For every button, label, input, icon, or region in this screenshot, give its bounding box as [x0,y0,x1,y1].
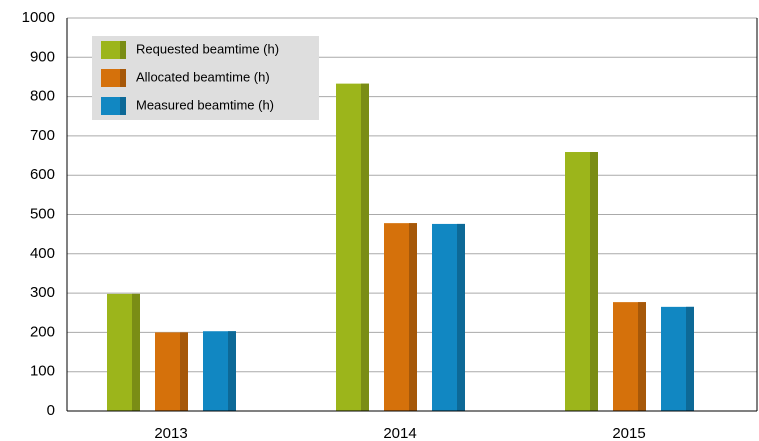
x-tick-label: 2013 [154,425,187,441]
legend-label: Requested beamtime (h) [136,41,279,56]
y-tick-label: 700 [30,127,55,144]
y-tick-label: 500 [30,205,55,222]
legend-swatch [101,41,126,59]
bar-side [228,331,236,411]
legend-swatch [101,69,126,87]
y-tick-label: 900 [30,48,55,65]
legend-swatch [101,97,126,115]
y-tick-label: 800 [30,88,55,105]
bar-side [457,223,465,411]
legend-swatch-side [120,97,126,115]
legend-box [92,36,319,120]
bar-side [686,306,694,411]
bar-side [409,223,417,411]
legend-swatch-side [120,69,126,87]
y-tick-label: 0 [47,402,55,419]
x-tick-label: 2014 [383,425,416,441]
bar-side [180,332,188,411]
legend-swatch-side [120,41,126,59]
y-tick-label: 600 [30,166,55,183]
bar-side [132,293,140,411]
y-tick-label: 100 [30,363,55,380]
bar-side [590,152,598,411]
y-tick-label: 400 [30,245,55,262]
legend-label: Measured beamtime (h) [136,97,274,112]
y-tick-label: 200 [30,323,55,340]
bar-side [361,83,369,412]
y-tick-label: 1000 [22,9,55,26]
x-tick-label: 2015 [612,425,645,441]
bar-side [638,302,646,411]
y-tick-label: 300 [30,284,55,301]
legend-label: Allocated beamtime (h) [136,69,270,84]
